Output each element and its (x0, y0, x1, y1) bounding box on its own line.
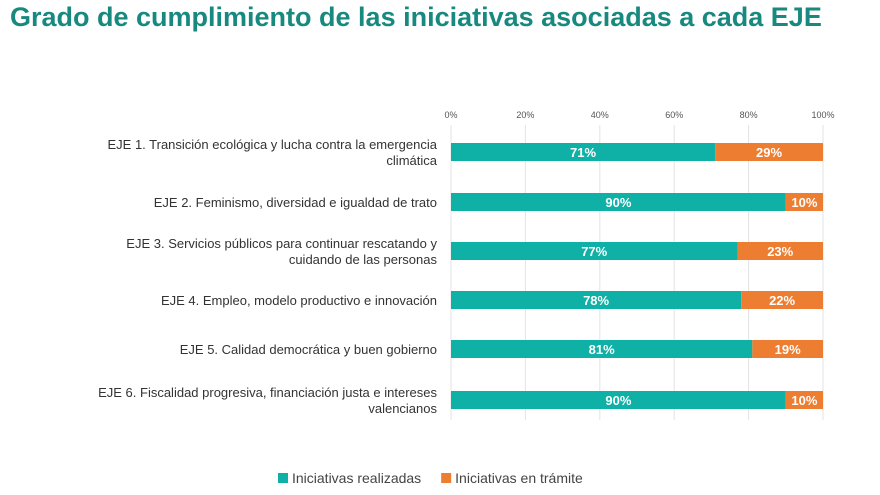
bar-segment (451, 291, 742, 309)
x-tick-label: 100% (811, 110, 834, 120)
data-label: 78% (583, 293, 609, 308)
category-label: EJE 5. Calidad democrática y buen gobier… (180, 342, 437, 357)
data-label: 90% (605, 195, 631, 210)
data-label: 29% (756, 145, 782, 160)
category-label: EJE 6. Fiscalidad progresiva, financiaci… (98, 385, 437, 400)
legend-swatch (278, 473, 288, 483)
legend-swatch (441, 473, 452, 483)
bar-segment (451, 391, 786, 409)
bar-segment (752, 340, 823, 358)
x-tick-label: 40% (591, 110, 609, 120)
category-label: EJE 4. Empleo, modelo productivo e innov… (161, 293, 437, 308)
bar-segment (451, 340, 753, 358)
x-tick-label: 80% (740, 110, 758, 120)
x-tick-label: 0% (444, 110, 457, 120)
data-label: 90% (605, 393, 631, 408)
bar-segment (451, 143, 716, 161)
bar-segment (741, 291, 823, 309)
bar-segment (451, 242, 738, 260)
x-tick-label: 20% (516, 110, 534, 120)
bar-segment (451, 193, 786, 211)
data-label: 81% (589, 342, 615, 357)
data-label: 19% (775, 342, 801, 357)
category-label: valencianos (368, 401, 437, 416)
bar-segment (737, 242, 823, 260)
legend-label: Iniciativas realizadas (292, 470, 421, 486)
bar-segment (785, 193, 823, 211)
category-label: EJE 3. Servicios públicos para continuar… (126, 236, 437, 251)
category-label: EJE 1. Transición ecológica y lucha cont… (107, 137, 437, 152)
bar-segment (785, 391, 823, 409)
data-label: 22% (769, 293, 795, 308)
data-label: 23% (767, 244, 793, 259)
category-label: climática (386, 153, 437, 168)
x-tick-label: 60% (665, 110, 683, 120)
data-label: 77% (581, 244, 607, 259)
legend-label: Iniciativas en trámite (455, 470, 583, 486)
bar-segment (715, 143, 823, 161)
category-label: EJE 2. Feminismo, diversidad e igualdad … (154, 195, 437, 210)
data-label: 10% (791, 195, 817, 210)
data-label: 10% (791, 393, 817, 408)
category-label: cuidando de las personas (289, 252, 438, 267)
data-label: 71% (570, 145, 596, 160)
chart-title: Grado de cumplimiento de las iniciativas… (10, 2, 822, 32)
